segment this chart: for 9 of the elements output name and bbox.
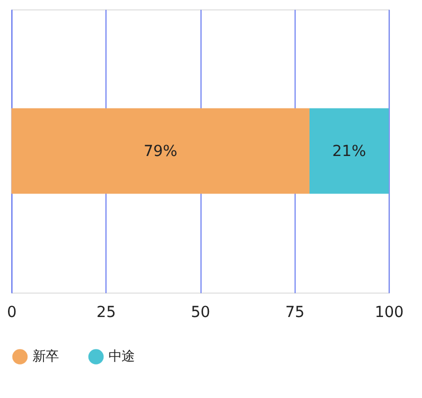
x-tick-label: 50 xyxy=(190,302,210,321)
legend-label: 新卒 xyxy=(32,350,58,365)
data-label: 21% xyxy=(332,142,366,160)
x-tick-label: 100 xyxy=(374,302,404,321)
x-tick-label: 75 xyxy=(285,302,305,321)
data-label: 79% xyxy=(144,142,178,160)
legend-label: 中途 xyxy=(108,350,134,365)
x-tick-label: 25 xyxy=(96,302,116,321)
x-tick-label: 0 xyxy=(7,302,17,321)
